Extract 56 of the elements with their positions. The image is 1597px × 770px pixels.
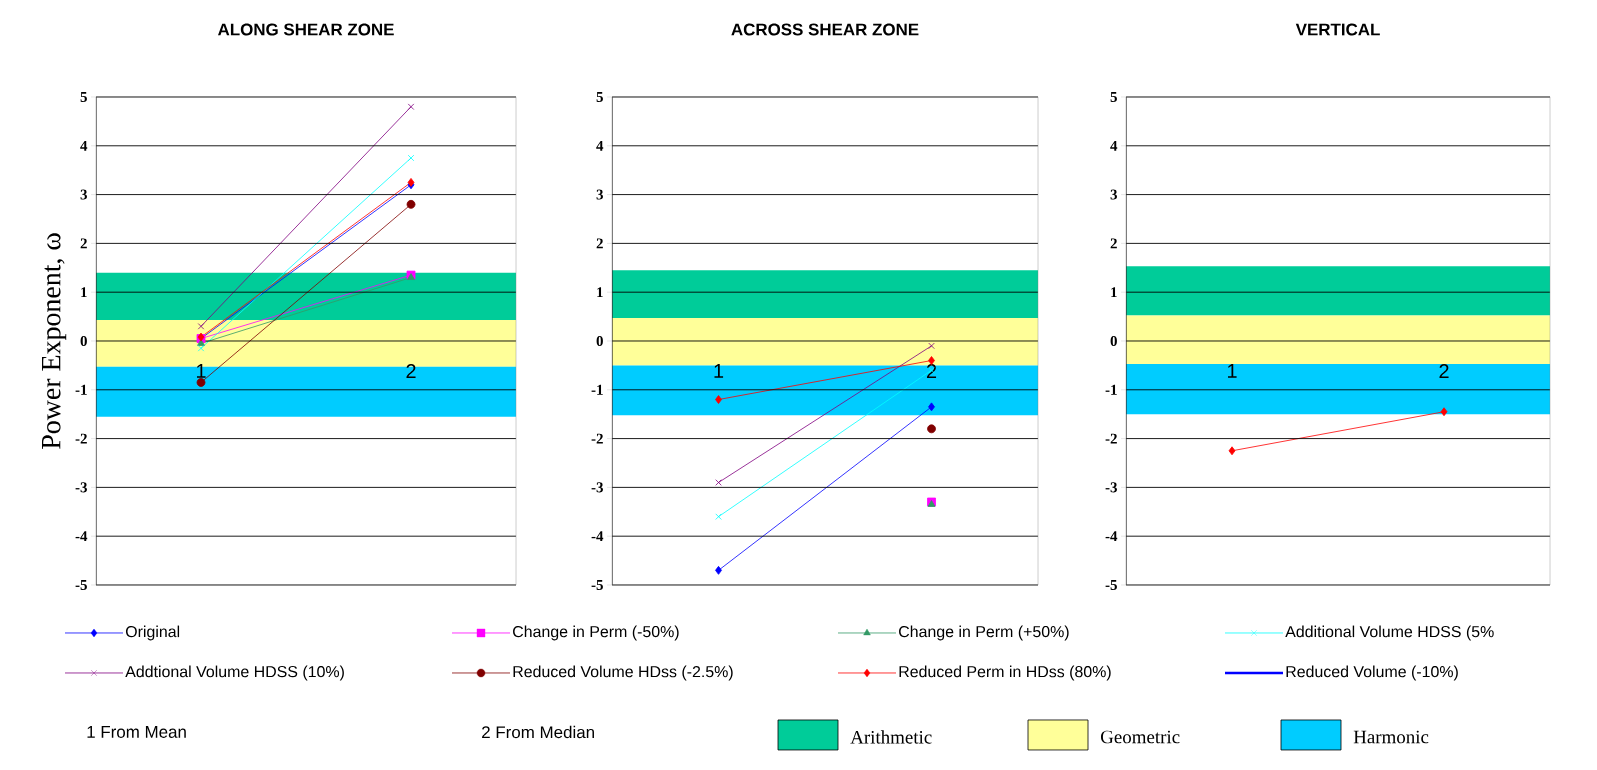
y-tick-label: 0 xyxy=(80,335,87,347)
chart-title: ALONG SHEAR ZONE xyxy=(217,23,394,36)
legend-label: Arithmetic xyxy=(850,730,932,744)
y-tick-label: 2 xyxy=(80,238,87,249)
y-tick-label: 2 xyxy=(1110,238,1117,249)
y-tick-label: 5 xyxy=(596,92,603,102)
x-tick-label: 2 xyxy=(406,364,416,379)
y-tick-label: 5 xyxy=(80,92,87,102)
y-tick-label: -1 xyxy=(75,384,87,395)
y-tick-label: 0 xyxy=(1110,335,1117,347)
legend-label: Change in Perm (+50%) xyxy=(899,625,1069,641)
legend-label: Reduced Volume (-10%) xyxy=(1286,665,1458,681)
y-tick-label: 2 xyxy=(596,238,603,249)
legend-label: Addtional Volume HDSS (10%) xyxy=(125,665,344,681)
y-tick-label: 3 xyxy=(596,189,603,200)
y-tick-label: 4 xyxy=(80,140,88,151)
x-tick-label: 1 xyxy=(1228,364,1237,378)
legend-label: Harmonic xyxy=(1353,730,1429,744)
y-tick-label: -2 xyxy=(75,433,87,444)
y-tick-label: -3 xyxy=(75,482,87,493)
y-tick-label: 4 xyxy=(596,140,604,151)
x-tick-label: 1 xyxy=(196,364,206,378)
y-tick-label: 0 xyxy=(596,335,603,347)
chart-title: VERTICAL xyxy=(1295,23,1380,36)
x-tick-label: 2 xyxy=(926,364,937,379)
legend-label: Additional Volume HDSS (5% xyxy=(1285,625,1494,641)
y-tick-label: -1 xyxy=(1105,384,1117,395)
x-tick-label: 1 xyxy=(714,364,724,378)
x-tick-label: 2 xyxy=(1439,364,1449,379)
text: 2 From Median xyxy=(482,725,594,739)
y-tick-label: -3 xyxy=(1105,482,1117,493)
text: 1 From Mean xyxy=(87,726,186,738)
legend-label: Original xyxy=(125,625,180,641)
y-tick-label: 1 xyxy=(81,287,87,298)
y-tick-label: 1 xyxy=(597,287,603,298)
y-tick-label: -2 xyxy=(591,433,603,444)
y-tick-label: -5 xyxy=(591,580,603,590)
y-tick-label: 3 xyxy=(80,189,87,200)
y-tick-label: -3 xyxy=(591,482,603,493)
y-tick-label: -5 xyxy=(1105,580,1117,590)
y-tick-label: -4 xyxy=(75,531,88,542)
legend-label: Reduced Volume HDss (-2.5%) xyxy=(513,665,733,681)
legend-label: Change in Perm (-50%) xyxy=(513,625,679,641)
y-tick-label: -1 xyxy=(591,384,603,395)
y-tick-label: -4 xyxy=(591,531,604,542)
y-tick-label: 4 xyxy=(1110,140,1118,151)
y-tick-label: -5 xyxy=(75,580,87,590)
y-tick-label: 5 xyxy=(1110,92,1117,102)
y-tick-label: 3 xyxy=(1110,189,1117,200)
y-axis-title: Power Exponent, ω xyxy=(42,233,67,449)
y-tick-label: 1 xyxy=(1111,287,1117,298)
chart-title: ACROSS SHEAR ZONE xyxy=(731,23,919,36)
legend-label: Reduced Perm in HDss (80%) xyxy=(899,665,1111,681)
y-tick-label: -4 xyxy=(1105,531,1118,542)
y-tick-label: -2 xyxy=(1105,433,1117,444)
legend-label: Geometric xyxy=(1100,730,1180,744)
